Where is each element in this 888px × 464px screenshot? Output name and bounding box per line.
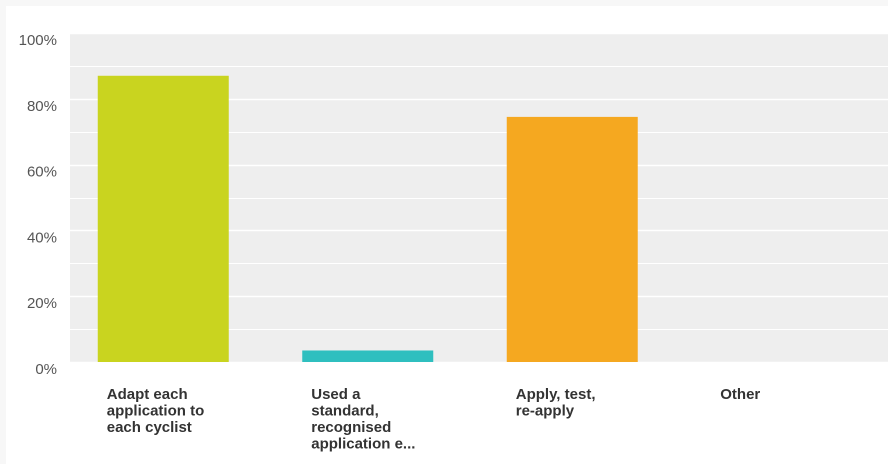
y-tick-label: 60%: [27, 164, 57, 181]
y-axis-ticks: 0% 20% 40% 60% 80% 100%: [19, 32, 57, 378]
x-tick-label: Used a standard, recognised application e..…: [311, 386, 415, 453]
y-tick-label: 40%: [27, 229, 57, 246]
x-tick-label-line: application e...: [311, 436, 415, 453]
y-tick-label: 100%: [19, 32, 57, 49]
x-tick-label: Other: [720, 386, 760, 403]
x-tick-label-line: each cyclist: [107, 419, 192, 436]
x-tick-label-line: re-apply: [516, 403, 575, 420]
x-tick-label-line: recognised: [311, 419, 391, 436]
bar[interactable]: [506, 116, 638, 363]
bar[interactable]: [97, 75, 229, 363]
x-tick-label-line: Other: [720, 386, 760, 403]
bar[interactable]: [302, 350, 434, 362]
y-tick-label: 20%: [27, 295, 57, 312]
x-tick-label-line: Adapt each: [107, 386, 188, 403]
x-tick-label-line: Apply, test,: [516, 386, 596, 403]
x-axis-labels: Adapt each application to each cyclist Used…: [107, 386, 761, 453]
bars: [97, 75, 638, 363]
y-tick-label: 0%: [35, 361, 57, 378]
x-tick-label: Adapt each application to each cyclist: [107, 386, 205, 436]
x-tick-label-line: application to: [107, 403, 205, 420]
x-tick-label: Apply, test, re-apply: [516, 386, 596, 420]
y-tick-label: 80%: [27, 98, 57, 115]
x-tick-label-line: standard,: [311, 403, 379, 420]
x-tick-label-line: Used a: [311, 386, 361, 403]
